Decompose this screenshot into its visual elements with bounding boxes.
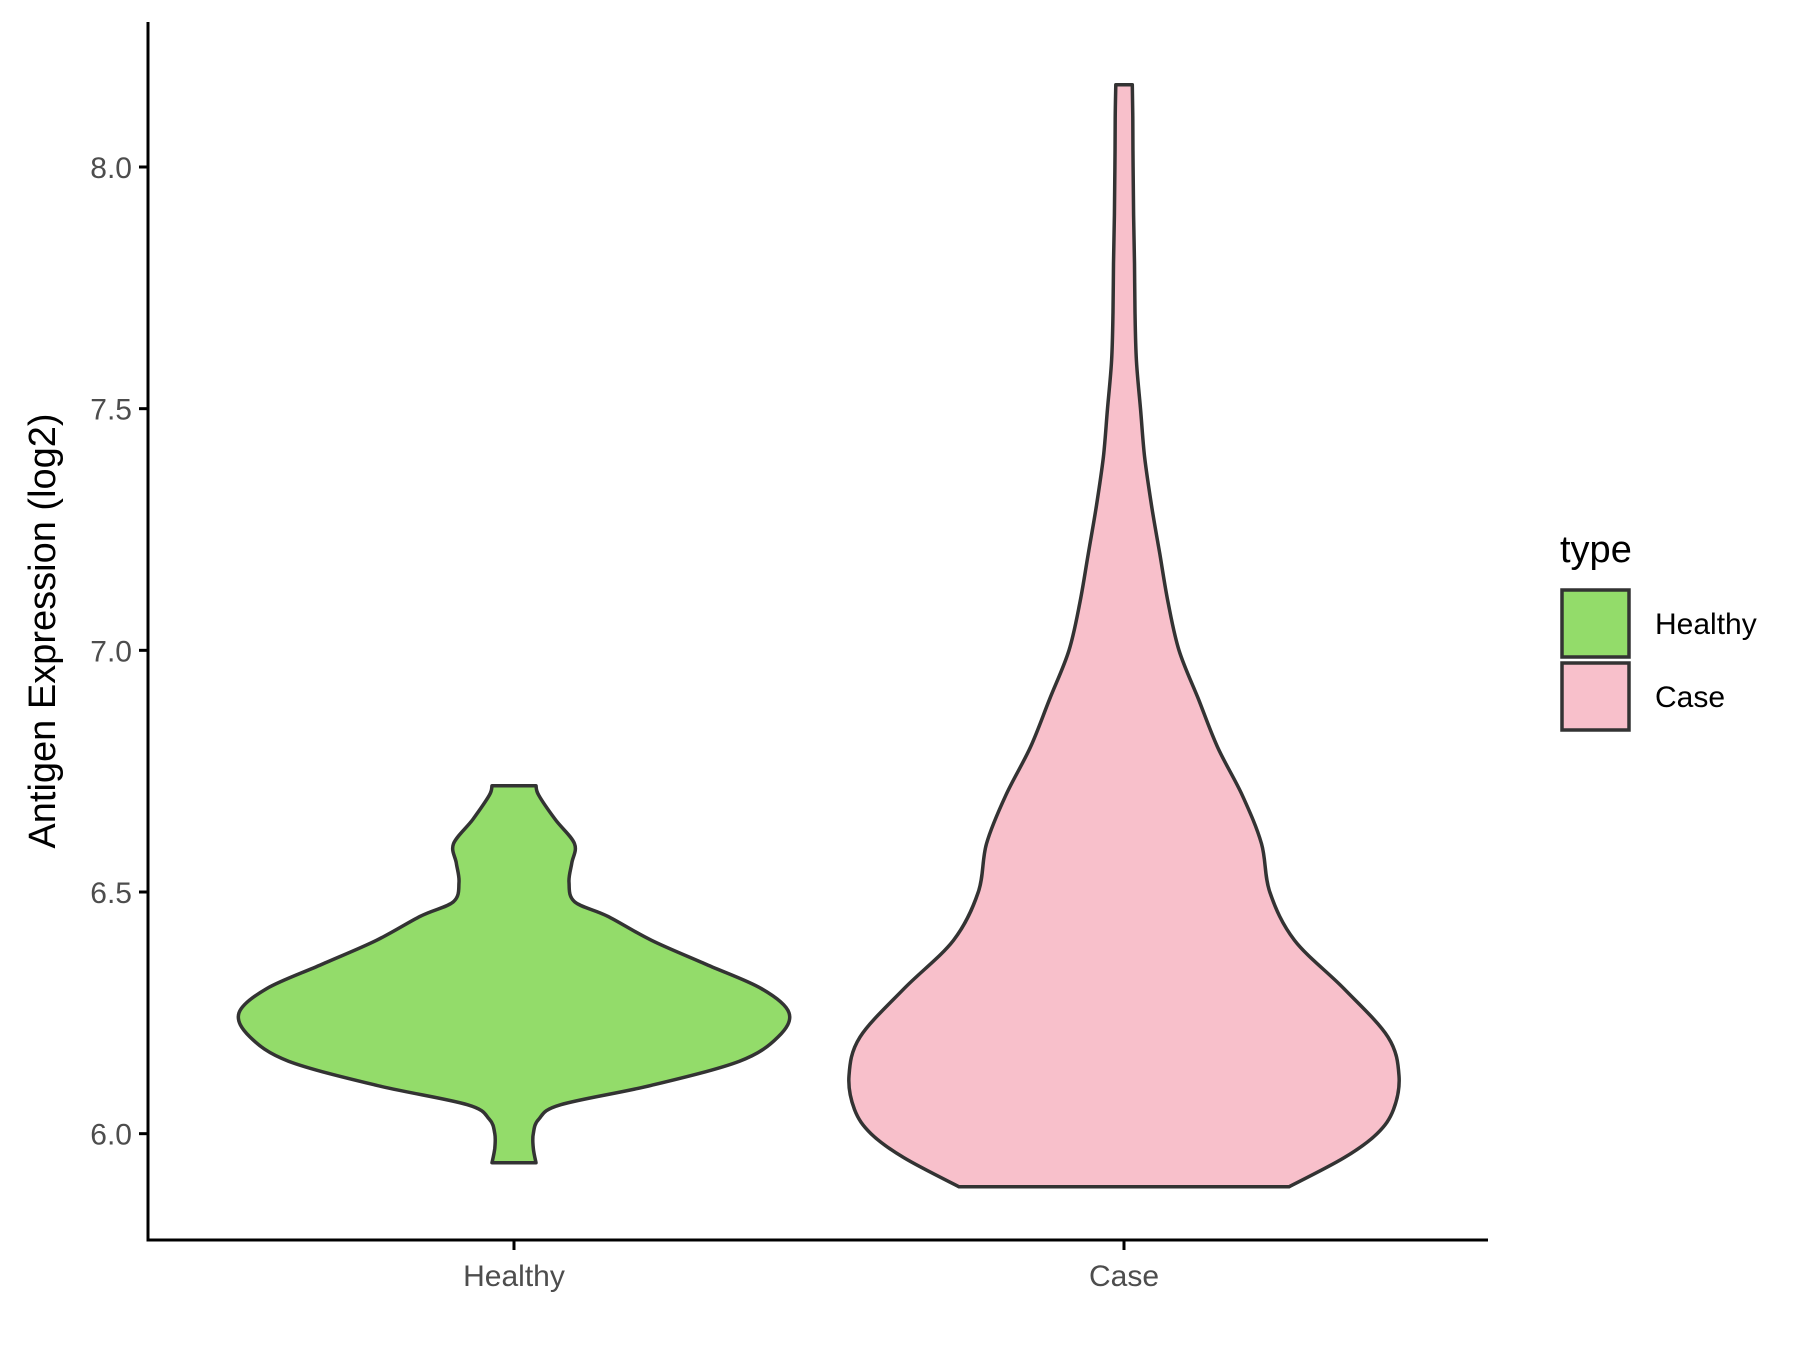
y-tick-label: 7.5 bbox=[90, 394, 132, 427]
y-ticks: 6.0 6.5 7.0 7.5 8.0 bbox=[90, 152, 148, 1152]
y-tick-label: 6.0 bbox=[90, 1119, 132, 1152]
y-tick-label: 6.5 bbox=[90, 877, 132, 910]
x-tick-label: Healthy bbox=[463, 1260, 565, 1293]
y-axis-title: Antigen Expression (log2) bbox=[22, 413, 64, 848]
legend: type Healthy Case bbox=[1560, 529, 1757, 732]
violins-layer bbox=[236, 83, 1401, 1189]
x-tick-label: Case bbox=[1089, 1260, 1159, 1293]
violin-healthy bbox=[236, 783, 792, 1165]
legend-label-case: Case bbox=[1655, 681, 1725, 714]
y-tick-label: 8.0 bbox=[90, 152, 132, 185]
axes-layer bbox=[146, 22, 1488, 1242]
y-tick-label: 7.0 bbox=[90, 635, 132, 668]
legend-label-healthy: Healthy bbox=[1655, 608, 1757, 641]
legend-swatch-healthy bbox=[1560, 588, 1631, 659]
legend-swatch-case bbox=[1560, 661, 1631, 732]
legend-items: Healthy Case bbox=[1560, 588, 1757, 732]
violin-case bbox=[847, 83, 1401, 1189]
legend-title: type bbox=[1560, 529, 1632, 571]
x-ticks: Healthy Case bbox=[463, 1240, 1159, 1293]
